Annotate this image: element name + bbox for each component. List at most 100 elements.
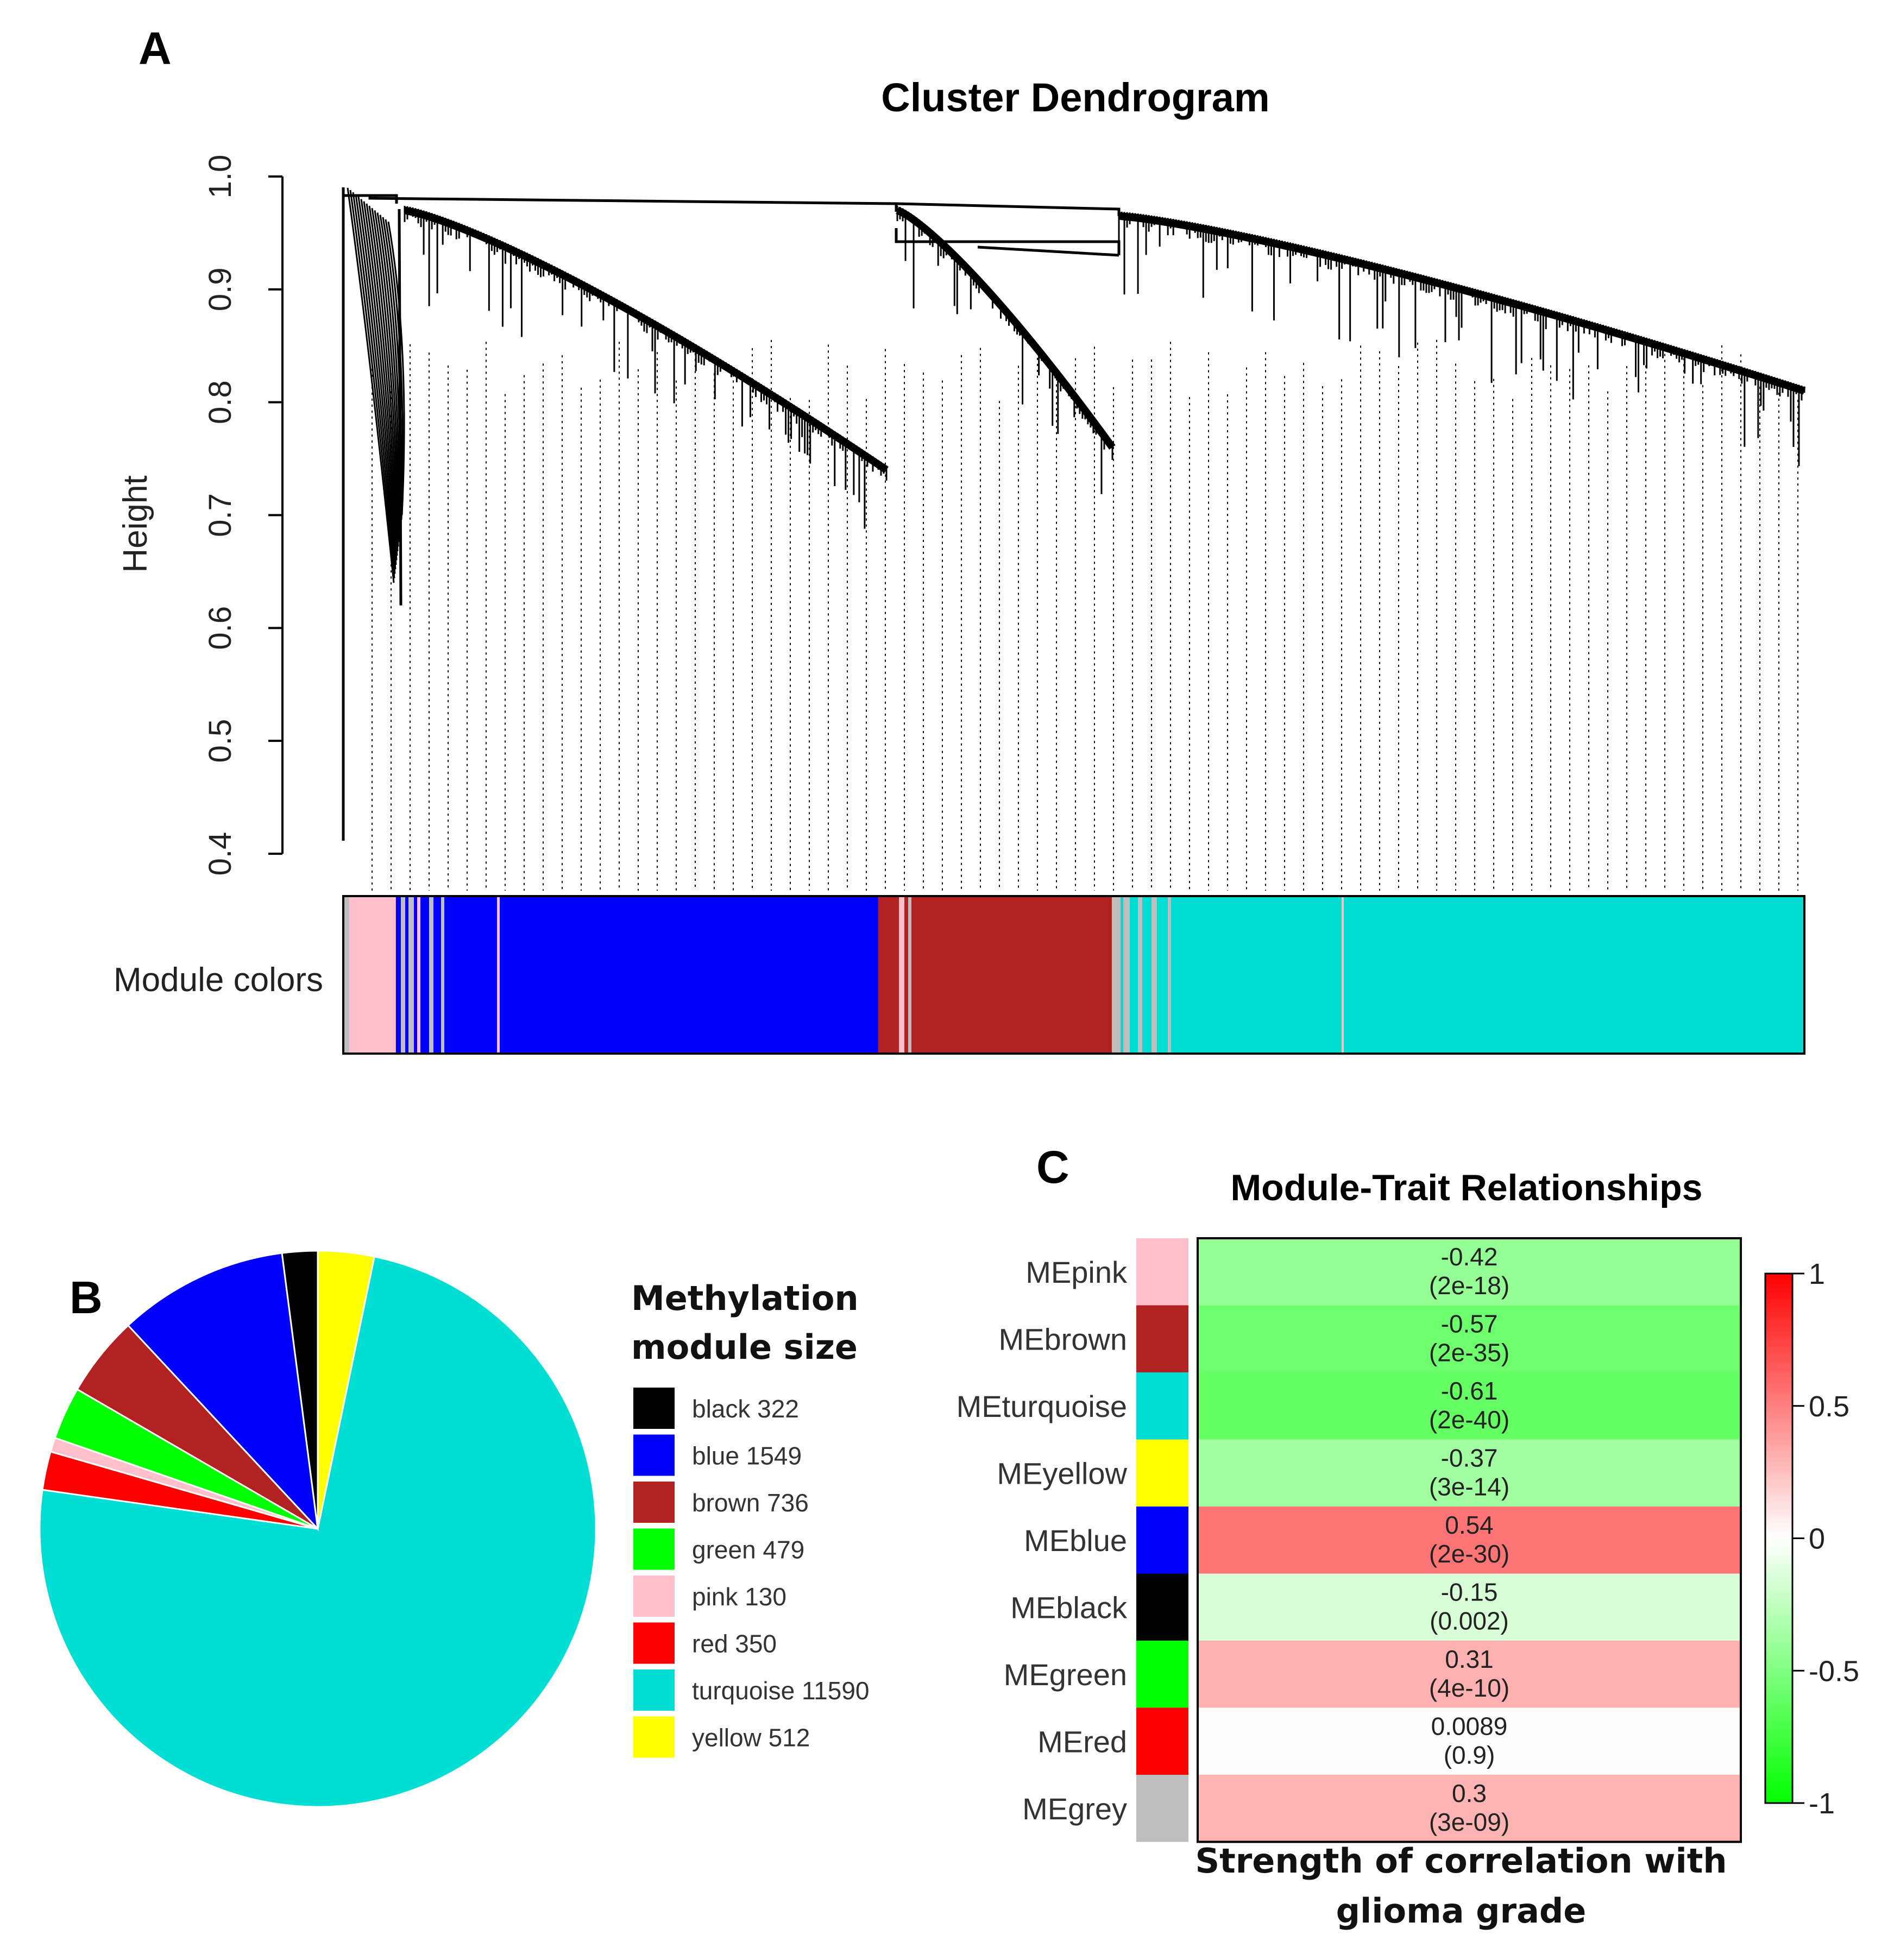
pie-slice-turquoise	[39, 1255, 597, 1808]
module-color-bar-frame	[342, 895, 1805, 1055]
heatmap-x-label-line1: Strength of correlation with	[1195, 1841, 1727, 1881]
dendrogram-merge	[896, 202, 1121, 216]
y-tick-label: 0.8	[203, 380, 238, 424]
module-color-stripe	[408, 896, 414, 1054]
cell-value-MEpink: -0.42	[1441, 1243, 1498, 1271]
module-colors-label: Module colors	[114, 961, 323, 999]
dendrogram-branch-pink	[366, 203, 399, 552]
dendrogram-y-ticks: 0.4 0.5 0.6 0.7 0.8 0.9 1.0	[203, 155, 282, 876]
row-label-MEgreen: MEgreen	[1004, 1658, 1127, 1692]
colorbar-tick-label: 1	[1809, 1258, 1825, 1290]
legend-label-green: green 479	[692, 1536, 804, 1564]
legend-label-yellow: yellow 512	[692, 1724, 810, 1752]
cell-pvalue-MEgreen: (4e-10)	[1429, 1674, 1509, 1702]
colorbar-gradient	[1764, 1272, 1794, 1804]
heatmap-cell-MEred	[1198, 1707, 1741, 1775]
cell-pvalue-MEpink: (2e-18)	[1429, 1271, 1509, 1300]
y-tick-label: 0.4	[203, 832, 238, 876]
module-color-stripe	[497, 896, 500, 1054]
cell-value-MEyellow: -0.37	[1441, 1444, 1498, 1472]
row-swatch-MEpink	[1136, 1238, 1188, 1306]
heatmap-cell-MEbrown	[1198, 1305, 1741, 1372]
module-color-stripe	[1151, 896, 1157, 1054]
module-color-bar	[342, 895, 1805, 1055]
row-swatch-MEturquoise	[1136, 1372, 1188, 1440]
colorbar-tick-label: -1	[1809, 1787, 1835, 1820]
panel-b-label: B	[70, 1272, 103, 1323]
cell-pvalue-MEgrey: (3e-09)	[1429, 1808, 1509, 1836]
correlation-colorbar: 1 0.5 0 -0.5 -1	[1764, 1258, 1859, 1820]
cell-pvalue-MEbrown: (2e-35)	[1429, 1339, 1509, 1367]
module-color-segment-grey	[343, 896, 350, 1054]
dendrogram-envelope-blue	[404, 206, 889, 474]
row-swatch-MEgreen	[1136, 1641, 1188, 1708]
module-color-stripe	[908, 896, 911, 1054]
module-color-segment-grey	[1111, 896, 1121, 1054]
heatmap-cell-MEblue	[1198, 1507, 1741, 1574]
dendrogram-merge	[368, 196, 898, 212]
heatmap-cell-MEpink	[1198, 1238, 1741, 1306]
cell-value-MEgrey: 0.3	[1452, 1779, 1487, 1807]
module-color-stripe	[401, 896, 405, 1054]
row-swatch-MEblack	[1136, 1573, 1188, 1641]
cell-pvalue-MEred: (0.9)	[1444, 1741, 1495, 1769]
y-tick-label: 0.7	[203, 493, 238, 537]
legend-swatch-blue	[633, 1434, 675, 1476]
colorbar-tick-label: 0	[1809, 1523, 1825, 1555]
cell-pvalue-MEblack: (0.002)	[1430, 1607, 1509, 1635]
legend-label-pink: pink 130	[692, 1583, 786, 1611]
dendrogram-branch-pink	[357, 197, 397, 565]
module-color-segment-brown	[878, 896, 1112, 1054]
row-label-MEpink: MEpink	[1025, 1255, 1128, 1289]
dendrogram-branch-pink	[360, 199, 398, 560]
dendrogram-branch-pink	[387, 221, 405, 515]
row-label-MEgrey: MEgrey	[1022, 1792, 1127, 1826]
dendrogram-branch-pink	[349, 190, 395, 579]
legend-label-black: black 322	[692, 1395, 799, 1423]
row-label-MEblack: MEblack	[1010, 1590, 1128, 1624]
row-swatch-MEblue	[1136, 1507, 1188, 1574]
dendrogram-title: Cluster Dendrogram	[881, 75, 1269, 120]
row-label-MEturquoise: MEturquoise	[957, 1389, 1127, 1423]
row-swatch-MEyellow	[1136, 1439, 1188, 1507]
row-swatch-MEbrown	[1136, 1305, 1188, 1372]
heatmap-cell-MEturquoise	[1198, 1372, 1741, 1440]
panel-c: C Module-Trait Relationships MEpink -0.42…	[957, 1142, 1859, 1931]
legend-swatch-green	[633, 1528, 675, 1570]
cell-pvalue-MEblue: (2e-30)	[1429, 1540, 1509, 1568]
legend-swatch-black	[633, 1388, 675, 1429]
y-tick-label: 0.9	[203, 268, 238, 312]
panel-a-label: A	[139, 23, 172, 74]
colorbar-tick-label: 0.5	[1809, 1390, 1849, 1423]
heatmap-title: Module-Trait Relationships	[1231, 1167, 1703, 1208]
legend-swatch-red	[633, 1622, 675, 1664]
module-color-stripe	[429, 896, 433, 1054]
dendrogram-branch-pink	[374, 210, 400, 538]
row-label-MEblue: MEblue	[1024, 1523, 1127, 1558]
legend-swatch-brown	[633, 1482, 675, 1523]
module-size-pie	[39, 1250, 597, 1808]
y-tick-label: 0.6	[203, 606, 238, 650]
legend-label-brown: brown 736	[692, 1489, 809, 1517]
row-label-MEbrown: MEbrown	[998, 1322, 1127, 1356]
cell-value-MEblack: -0.15	[1441, 1578, 1498, 1606]
dendrogram-merge	[895, 228, 1121, 257]
cell-value-MEbrown: -0.57	[1441, 1310, 1498, 1338]
heatmap-cell-MEblack	[1198, 1573, 1741, 1641]
legend-label-turquoise: turquoise 11590	[692, 1677, 870, 1705]
module-trait-heatmap: MEpink -0.42(2e-18) MEbrown -0.57(2e-35) MEt…	[957, 1237, 1742, 1843]
module-color-stripe	[899, 896, 904, 1054]
pie-legend-title-line2: module size	[631, 1327, 858, 1367]
legend-label-blue: blue 1549	[692, 1442, 802, 1470]
dendrogram-branch-pink	[347, 187, 395, 583]
row-swatch-MEgrey	[1136, 1775, 1188, 1842]
panel-c-label: C	[1036, 1142, 1069, 1193]
module-color-stripe	[417, 896, 420, 1054]
module-color-segment-blue	[395, 896, 879, 1054]
pie-slice-blue	[127, 1252, 319, 1532]
legend-swatch-turquoise	[633, 1669, 675, 1711]
dendrogram-branch-pink-stem	[398, 209, 402, 606]
pie-legend-title-line1: Methylation	[631, 1278, 859, 1318]
row-swatch-MEred	[1136, 1707, 1188, 1775]
